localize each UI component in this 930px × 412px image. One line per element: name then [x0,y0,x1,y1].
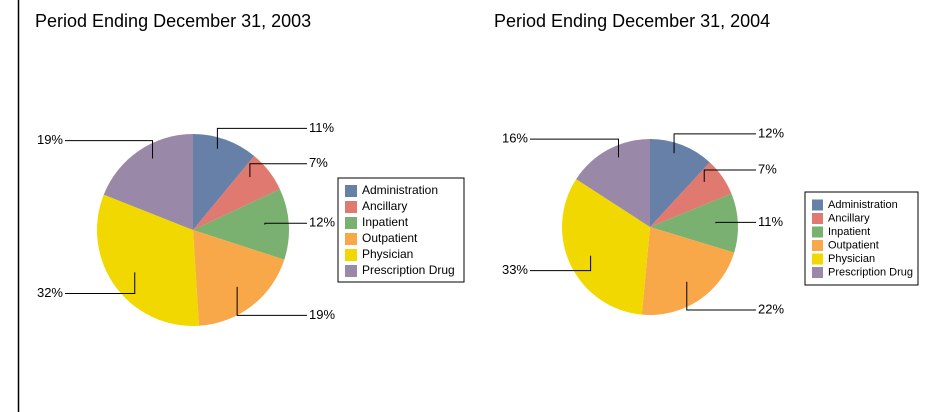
data-label: 7% [758,161,777,176]
leader-line [216,127,307,149]
pie-slice [641,227,735,315]
pie-slice [193,189,289,260]
pie-slice [562,179,650,315]
data-label: 19% [37,132,63,147]
chart-title: Period Ending December 31, 2003 [35,11,311,31]
legend-label: Ancillary [828,212,870,224]
legend-label: Outpatient [828,239,879,251]
legend-label: Ancillary [362,199,407,213]
pie-slice [193,156,280,230]
leader-line [65,140,154,159]
data-label: 19% [309,307,335,322]
legend-swatch [345,185,357,197]
pie-slice [193,134,255,230]
pie-chart: Period Ending December 31, 2004 12% 7% 11% 2… [494,11,919,316]
leader-line [530,255,592,272]
legend-label: Physician [828,253,875,265]
data-label: 12% [758,125,784,140]
leader-line [673,133,756,154]
data-label: 32% [37,285,63,300]
legend-swatch [345,265,357,277]
data-label: 11% [309,120,334,135]
pie-slice [193,230,285,326]
legend-label: Prescription Drug [828,266,913,278]
leader-line [703,169,756,182]
chart-title: Period Ending December 31, 2004 [494,11,770,31]
legend-swatch [812,253,823,265]
legend-label: Outpatient [362,231,418,245]
legend-label: Inpatient [828,226,870,238]
legend-swatch [812,240,823,251]
leader-line [65,272,136,294]
data-label: 16% [502,131,528,146]
legend-box [337,177,465,283]
data-label: 11% [758,214,783,229]
legend-label: Physician [362,247,413,261]
legend-label: Administration [362,183,438,197]
legend-swatch [345,249,357,261]
leader-line [264,222,307,225]
legend-swatch [812,213,823,224]
pie-slice [650,139,710,227]
leader-line [530,138,619,158]
leader-line [236,286,307,316]
pie-slice [576,139,650,227]
pie-slice [650,193,738,253]
data-label: 7% [309,155,328,170]
pie-chart: Period Ending December 31, 2003 11% 7% 12% 1… [35,11,465,326]
legend-swatch [812,226,823,238]
data-label: 22% [758,301,784,316]
legend-swatch [812,267,823,278]
legend-label: Inpatient [362,215,409,229]
legend-swatch [345,201,357,213]
legend-swatch [345,233,357,245]
legend-box [804,191,919,286]
legend-label: Administration [828,199,898,211]
leader-line [686,281,756,311]
data-label: 12% [309,215,335,230]
pie-slice [650,162,732,227]
pie-slice [103,134,193,230]
legend-label: Prescription Drug [362,263,455,277]
leader-line [249,163,307,178]
leader-line [715,221,756,224]
data-label: 33% [502,262,528,277]
legend-swatch [345,217,357,229]
legend-swatch [812,199,823,211]
